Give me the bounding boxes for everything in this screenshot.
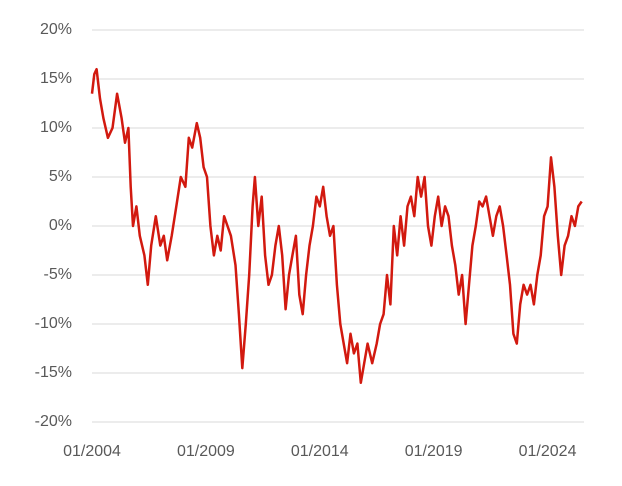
y-tick-label: 20% [40, 21, 72, 38]
y-tick-label: 0% [49, 217, 72, 234]
y-tick-label: 5% [49, 168, 72, 185]
y-tick-label: -15% [35, 364, 72, 381]
y-tick-label: 10% [40, 119, 72, 136]
y-tick-label: -20% [35, 413, 72, 430]
x-tick-label: 01/2009 [177, 443, 235, 460]
y-tick-label: 15% [40, 70, 72, 87]
x-tick-label: 01/2019 [405, 443, 463, 460]
x-tick-label: 01/2014 [291, 443, 349, 460]
y-tick-label: -10% [35, 315, 72, 332]
x-tick-label: 01/2024 [519, 443, 577, 460]
x-tick-label: 01/2004 [63, 443, 121, 460]
y-tick-label: -5% [44, 266, 72, 283]
data-line [90, 67, 583, 385]
